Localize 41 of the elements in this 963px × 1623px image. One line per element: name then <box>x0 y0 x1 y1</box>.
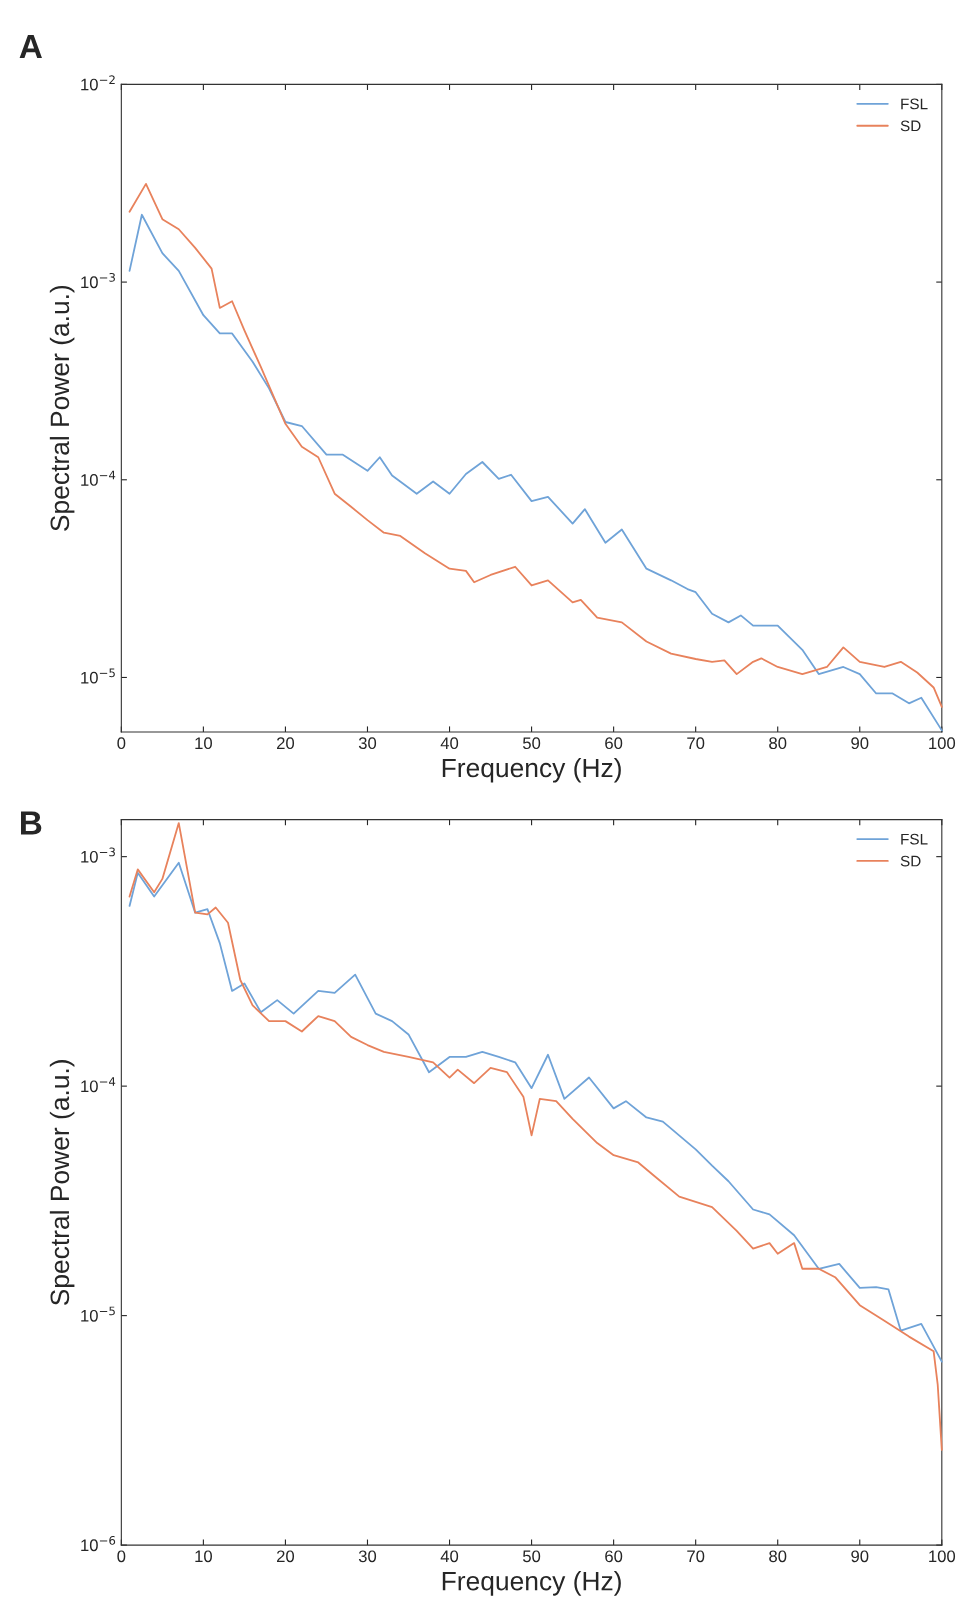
x-tick-label: 40 <box>440 1550 459 1563</box>
x-axis-title: Frequency (Hz) <box>442 757 621 783</box>
x-axis-title: Frequency (Hz) <box>442 1571 621 1596</box>
x-tick-label: 30 <box>358 737 377 750</box>
x-tick-label: 100 <box>929 1550 956 1563</box>
legend-label: FSL <box>901 833 928 845</box>
x-tick-label: 90 <box>851 737 869 750</box>
x-tick-label: 80 <box>769 737 787 750</box>
y-tick-label: 10$^{−5}$ <box>81 668 115 684</box>
x-tick-label: 20 <box>277 737 295 750</box>
x-tick-label: 20 <box>277 1550 295 1563</box>
legend-label: FSL <box>901 98 928 110</box>
y-tick-label: 10$^{−4}$ <box>81 470 116 486</box>
x-tick-label: 10 <box>195 1550 212 1563</box>
x-tick-label: 0 <box>117 1550 126 1563</box>
x-tick-label: 70 <box>687 1550 705 1563</box>
chart-title: B <box>21 811 42 835</box>
x-tick-label: 100 <box>929 737 956 750</box>
y-tick-label: 10$^{−3}$ <box>81 272 115 289</box>
y-tick-label: 10$^{−3}$ <box>81 847 115 863</box>
legend-label: SD <box>900 855 921 867</box>
x-tick-label: 70 <box>687 737 705 750</box>
x-tick-label: 0 <box>117 737 126 750</box>
x-tick-label: 80 <box>769 1550 787 1563</box>
y-tick-label: 10$^{−2}$ <box>81 75 115 91</box>
y-axis-title: Spectral Power (a.u.) <box>49 285 75 531</box>
x-tick-label: 60 <box>605 737 623 750</box>
x-tick-label: 50 <box>522 1550 541 1563</box>
x-tick-label: 90 <box>851 1550 869 1563</box>
y-tick-label: 10$^{−4}$ <box>81 1077 116 1093</box>
x-tick-label: 50 <box>522 737 541 750</box>
x-tick-label: 40 <box>440 737 459 750</box>
x-tick-label: 30 <box>358 1550 377 1563</box>
y-tick-label: 10$^{−6}$ <box>81 1535 116 1552</box>
chart-title: A <box>19 35 42 59</box>
y-tick-label: 10$^{−5}$ <box>81 1306 115 1322</box>
legend-label: SD <box>900 120 921 132</box>
line-series <box>128 822 943 1451</box>
x-tick-label: 60 <box>605 1550 623 1563</box>
x-tick-label: 10 <box>195 737 212 750</box>
y-axis-title: Spectral Power (a.u.) <box>49 1060 75 1306</box>
